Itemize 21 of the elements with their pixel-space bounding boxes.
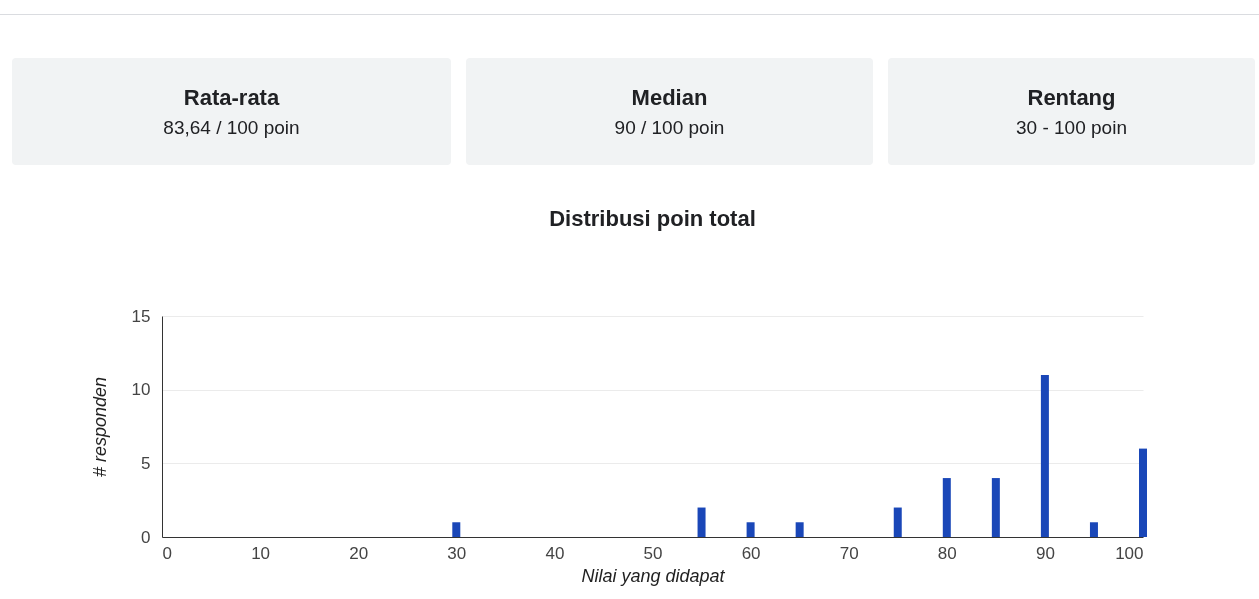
x-tick-label: 10	[251, 543, 271, 563]
y-axis-title: # responden	[89, 376, 110, 478]
chart-title: Distribusi poin total	[549, 206, 756, 231]
y-tick-label: 5	[141, 453, 151, 473]
stat-card: Rata-rata 83,64 / 100 poin	[12, 58, 451, 165]
y-tick-label: 10	[131, 380, 151, 400]
x-tick-label: 80	[937, 543, 957, 563]
y-tick-label: 15	[131, 306, 151, 326]
x-tick-label: 40	[545, 543, 565, 563]
x-tick-label: 30	[447, 543, 467, 563]
x-tick-label: 50	[643, 543, 663, 563]
x-tick-label: 20	[349, 543, 369, 563]
x-tick-label: 100	[1115, 543, 1144, 563]
x-axis-title: Nilai yang didapat	[581, 565, 726, 586]
x-tick-label: 90	[1035, 543, 1055, 563]
stat-card: Rentang 30 - 100 poin	[888, 58, 1255, 165]
x-tick-label: 70	[839, 543, 859, 563]
stat-card: Median 90 / 100 poin	[466, 58, 873, 165]
y-tick-label: 0	[141, 527, 151, 547]
x-tick-label: 0	[162, 543, 172, 563]
x-tick-label: 60	[741, 543, 761, 563]
